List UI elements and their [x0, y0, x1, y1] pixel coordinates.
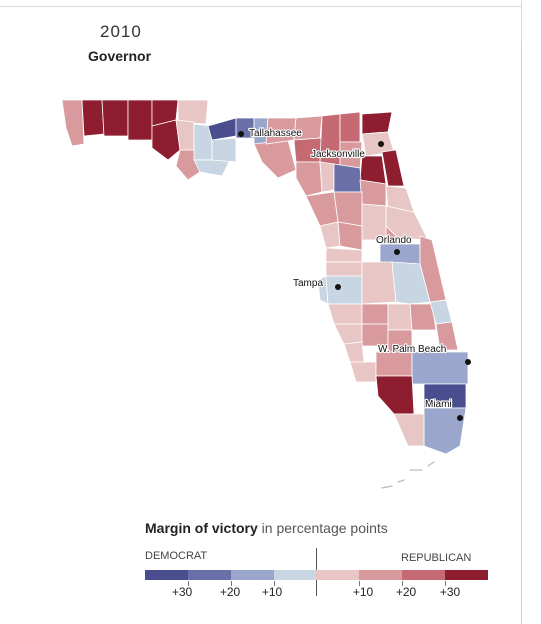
legend-republican-label: REPUBLICAN [401, 552, 472, 564]
county-clay [359, 155, 387, 185]
county-palm-beach [411, 351, 469, 385]
city-label-orlando: Orlando [376, 235, 412, 246]
legend-swatch-rep-4 [445, 570, 488, 580]
legend-tick-label-dem-10: +10 [261, 585, 283, 599]
legend-swatch-dem-1 [274, 570, 316, 580]
legend-swatch-dem-4 [145, 570, 188, 580]
city-label-tallahassee: Tallahassee [249, 128, 302, 139]
legend-tick [402, 581, 403, 586]
county-jackson [177, 99, 209, 125]
county-taylor [253, 139, 297, 179]
city-dot-miami [457, 415, 463, 421]
county-santa-rosa [81, 99, 105, 137]
race-title: Governor [88, 48, 152, 64]
city-dot-west-palm-beach [465, 359, 471, 365]
county-polk [361, 261, 397, 305]
city-label-miami: Miami [425, 399, 452, 410]
legend-swatch-dem-3 [188, 570, 231, 580]
legend-title: Margin of victory in percentage points [145, 520, 388, 536]
county-alachua [333, 163, 363, 193]
legend-tick [359, 581, 360, 586]
county-sumter [337, 221, 363, 251]
county-putnam [359, 179, 387, 207]
county-osceola [391, 261, 431, 305]
city-dot-orlando [394, 249, 400, 255]
county-gilchrist [319, 161, 335, 193]
legend-tick-label-dem-30: +30 [171, 585, 193, 599]
legend-swatch-rep-2 [359, 570, 402, 580]
county-lafayette-dixie [295, 161, 323, 197]
florida-keys [381, 461, 435, 489]
city-label-west-palm-beach: W. Palm Beach [378, 344, 446, 355]
county-lee [349, 361, 377, 383]
county-highlands [387, 303, 413, 331]
county-collier [375, 375, 415, 415]
legend-tick [231, 581, 232, 586]
county-desoto [361, 323, 389, 347]
legend-swatch-dem-2 [231, 570, 274, 580]
frame-top-border [0, 0, 522, 7]
county-marion [333, 191, 363, 227]
county-escambia [61, 99, 85, 147]
county-levy [305, 191, 339, 227]
county-nassau [361, 111, 393, 135]
election-year: 2010 [100, 22, 142, 41]
city-dot-tampa [335, 284, 341, 290]
legend-tick [445, 581, 446, 586]
legend-tick [188, 581, 189, 586]
county-sarasota [333, 323, 363, 345]
county-orange [379, 243, 421, 265]
county-hillsborough [325, 275, 363, 305]
frame-right-border [521, 0, 522, 44]
county-franklin [193, 159, 231, 177]
county-miami-dade [423, 407, 467, 455]
county-gadsden [207, 117, 237, 141]
county-okeechobee [409, 303, 437, 331]
county-monroe-mainland [393, 413, 425, 447]
frame-right-border-lower [521, 44, 522, 624]
county-citrus [319, 221, 341, 249]
county-hendry [375, 351, 413, 377]
county-okaloosa [101, 99, 129, 137]
legend-tick-label-rep-10: +10 [352, 585, 374, 599]
legend-tick-label-dem-20: +20 [219, 585, 241, 599]
city-dot-jacksonville [378, 141, 384, 147]
county-charlotte [343, 341, 365, 363]
legend-tick [274, 581, 275, 586]
county-st-lucie-martin [435, 321, 459, 351]
county-st-johns [381, 149, 405, 187]
legend-tick-label-rep-30: +30 [439, 585, 461, 599]
florida-county-map: Tallahassee Jacksonville Orlando Tampa W… [61, 99, 471, 489]
legend-swatch-rep-3 [402, 570, 445, 580]
county-pasco [325, 261, 363, 277]
legend-title-bold: Margin of victory [145, 520, 258, 536]
county-bay [151, 119, 181, 161]
legend-tick-label-rep-20: +20 [395, 585, 417, 599]
city-label-jacksonville: Jacksonville [311, 149, 365, 160]
county-columbia [319, 113, 341, 171]
county-manatee [327, 303, 363, 325]
county-hernando [325, 247, 363, 263]
county-wakulla [211, 137, 237, 163]
city-label-tampa: Tampa [293, 278, 323, 289]
legend-democrat-label: DEMOCRAT [145, 550, 208, 562]
county-hardee [361, 303, 389, 325]
legend-swatch-rep-1 [316, 570, 359, 580]
city-dot-tallahassee [238, 131, 244, 137]
county-walton [127, 99, 153, 141]
legend-title-rest: in percentage points [257, 520, 388, 536]
county-baker [339, 111, 361, 143]
